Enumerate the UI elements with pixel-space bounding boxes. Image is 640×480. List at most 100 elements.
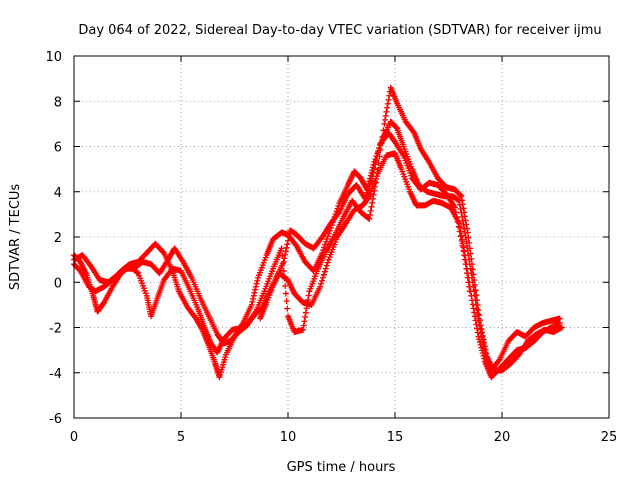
data-point-marker	[320, 271, 327, 278]
data-point-marker	[495, 357, 502, 364]
data-point-marker	[475, 333, 482, 340]
data-point-marker	[366, 215, 373, 222]
data-point-marker	[386, 92, 393, 99]
data-point-marker	[292, 241, 299, 248]
data-point-marker	[464, 225, 471, 232]
data-point-marker	[475, 307, 482, 314]
data-point-marker	[324, 259, 331, 266]
y-tick-label: 4	[54, 186, 62, 201]
data-point-marker	[253, 280, 260, 287]
data-point-marker	[385, 96, 392, 103]
chart-title: Day 064 of 2022, Sidereal Day-to-day VTE…	[78, 23, 601, 38]
data-point-marker	[369, 173, 376, 180]
data-point-marker	[324, 233, 331, 240]
data-point-marker	[373, 157, 380, 164]
data-point-marker	[483, 350, 490, 357]
data-point-marker	[474, 297, 481, 304]
data-point-marker	[284, 241, 291, 248]
y-tick-label: 2	[54, 231, 62, 246]
data-point-marker	[479, 329, 486, 336]
data-point-marker	[482, 346, 489, 353]
data-point-marker	[372, 161, 379, 168]
y-tick-label: -2	[49, 322, 62, 337]
data-point-marker	[249, 298, 256, 305]
data-point-marker	[374, 166, 381, 173]
x-axis-label: GPS time / hours	[287, 460, 396, 475]
y-tick-label: -4	[49, 367, 62, 382]
data-point-marker	[250, 295, 257, 302]
data-point-marker	[455, 223, 462, 230]
data-point-marker	[134, 269, 141, 276]
data-point-marker	[381, 120, 388, 127]
data-point-marker	[248, 301, 255, 308]
data-point-marker	[250, 292, 257, 299]
data-point-marker	[471, 309, 478, 316]
data-point-marker	[254, 277, 261, 284]
data-point-marker	[304, 301, 311, 308]
axis-ticks: 0 5 10 15 20 25 -6 -4 -2 0 2 4 6 8 10	[45, 50, 617, 445]
data-point-marker	[458, 232, 465, 239]
x-tick-label: 25	[601, 430, 618, 445]
data-point-marker	[480, 336, 487, 343]
series-track-b	[71, 118, 563, 381]
data-point-marker	[461, 252, 468, 259]
data-point-marker	[470, 271, 477, 278]
data-point-marker	[372, 183, 379, 190]
data-point-marker	[462, 234, 469, 240]
data-point-marker	[383, 108, 390, 115]
data-point-marker	[558, 324, 565, 331]
data-point-marker	[198, 325, 205, 332]
data-point-marker	[460, 247, 467, 254]
data-point-marker	[323, 236, 330, 243]
data-point-marker	[322, 241, 329, 248]
data-point-marker	[384, 104, 391, 111]
data-point-marker	[371, 165, 378, 172]
data-point-marker	[466, 288, 473, 295]
data-point-marker	[457, 233, 464, 240]
data-point-marker	[459, 201, 466, 208]
data-point-marker	[323, 262, 330, 269]
data-point-marker	[252, 286, 259, 293]
data-point-marker	[382, 112, 389, 119]
data-point-marker	[474, 306, 481, 313]
data-point-marker	[252, 283, 259, 290]
data-point-marker	[367, 211, 374, 218]
data-point-marker	[466, 283, 473, 290]
data-point-marker	[468, 255, 475, 262]
data-point-marker	[280, 258, 287, 265]
data-point-marker	[301, 318, 308, 325]
data-point-marker	[282, 248, 289, 255]
data-point-marker	[369, 195, 376, 202]
data-point-marker	[471, 276, 478, 283]
data-point-marker	[322, 265, 329, 272]
y-tick-label: 8	[54, 95, 62, 110]
data-point-marker	[284, 305, 291, 312]
y-tick-label: 6	[54, 141, 62, 156]
data-point-marker	[283, 298, 290, 305]
data-point-marker	[458, 238, 465, 245]
data-point-marker	[473, 292, 480, 299]
data-point-marker	[466, 240, 473, 247]
data-point-marker	[462, 217, 469, 224]
data-point-marker	[368, 203, 375, 210]
data-point-marker	[282, 283, 289, 290]
data-point-marker	[466, 245, 473, 252]
data-point-marker	[319, 274, 326, 281]
series-track-c	[71, 84, 565, 374]
data-point-marker	[299, 326, 306, 333]
data-point-marker	[280, 267, 287, 274]
data-point-marker	[371, 187, 378, 194]
data-point-marker	[335, 210, 342, 217]
data-point-marker	[384, 100, 391, 107]
data-point-marker	[456, 228, 463, 235]
data-point-marker	[461, 213, 468, 220]
data-point-marker	[303, 305, 310, 312]
x-tick-label: 20	[494, 430, 511, 445]
x-tick-label: 5	[177, 430, 185, 445]
data-point-marker	[281, 255, 288, 262]
data-point-marker	[452, 209, 459, 216]
data-point-marker	[453, 214, 460, 221]
data-point-marker	[464, 229, 471, 236]
data-point-marker	[251, 289, 258, 296]
